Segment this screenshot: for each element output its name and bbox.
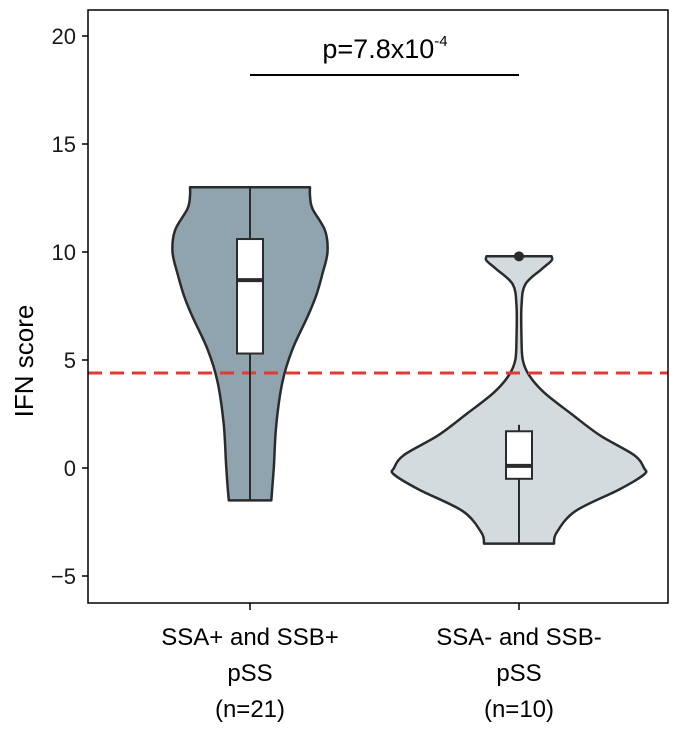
significance-annotation: p=7.8x10-4	[250, 33, 519, 76]
p-value-text: p=7.8x10	[322, 34, 434, 64]
x-category-label: (n=10)	[484, 696, 554, 723]
y-tick-label: 15	[52, 132, 76, 157]
x-axis: SSA+ and SSB+ pSS (n=21) SSA- and SSB-pSS (n…	[161, 603, 602, 723]
violin-shape	[390, 255, 648, 545]
boxplots	[236, 187, 533, 544]
y-axis-ticks: −5 0 5 10 15 20	[51, 24, 88, 589]
y-tick-label: 5	[64, 348, 76, 373]
p-value-exponent: -4	[434, 33, 447, 50]
iqr-box	[505, 430, 533, 480]
outlier-point	[514, 251, 524, 262]
p-value-label: p=7.8x10-4	[322, 33, 447, 64]
x-category-label: pSS	[496, 660, 541, 687]
plot-frame	[87, 9, 669, 604]
y-tick-label: 10	[52, 240, 76, 265]
y-tick-label: 20	[52, 24, 76, 49]
y-tick-label: 0	[64, 456, 76, 481]
x-category-label: SSA- and SSB-	[436, 624, 601, 651]
y-axis-title: IFN score	[9, 305, 39, 418]
x-category-label: pSS	[227, 660, 272, 687]
x-category-label: SSA+ and SSB+	[161, 624, 338, 651]
iqr-box	[236, 238, 264, 355]
y-tick-label: −5	[51, 564, 76, 589]
x-category-label: (n=21)	[215, 696, 285, 723]
